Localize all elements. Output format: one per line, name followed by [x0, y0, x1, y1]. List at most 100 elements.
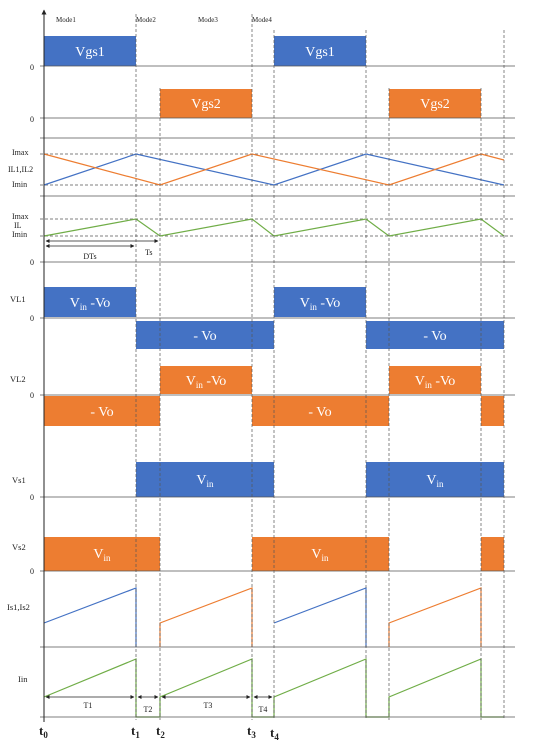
vl1-pos-1-sub: in: [80, 302, 88, 312]
ts-label: Ts: [145, 248, 152, 257]
svg-text:t2: t2: [156, 723, 165, 740]
vs1-name-label: Vs1: [12, 475, 26, 485]
dts-label: DTs: [83, 252, 96, 261]
vl2-panel: Vin -Vo Vin -Vo - Vo - Vo VL2 0: [10, 366, 515, 426]
vl1-negative-1: [136, 321, 274, 349]
is1-current-trace-2: [273, 587, 367, 647]
t3-main: t: [247, 723, 252, 738]
vl2-positive-2: [389, 366, 481, 394]
vgs2-panel: Vgs2 Vgs2 0: [30, 89, 515, 124]
vs2-zero-label: 0: [30, 567, 34, 576]
t4-label: T4: [259, 705, 268, 714]
vgs2-zero-label: 0: [30, 115, 34, 124]
vl2-pos-2-v: V: [415, 374, 425, 389]
svg-text:Vin -Vo: Vin -Vo: [300, 296, 341, 312]
il1-il2-imin-label: Imin: [12, 180, 27, 189]
vl1-pos-2-sub: in: [310, 302, 318, 312]
vl1-panel: Vin -Vo Vin -Vo - Vo - Vo VL1 0: [10, 287, 515, 349]
vs1-pulse-1-sub: in: [207, 479, 215, 489]
svg-text:Vin -Vo: Vin -Vo: [415, 374, 456, 390]
mode2-label: Mode2: [136, 16, 156, 24]
il-imin-label: Imin: [12, 230, 27, 239]
t4-sub: 4: [274, 732, 279, 740]
vl1-zero-label: 0: [30, 314, 34, 323]
t3-label: T3: [204, 701, 213, 710]
vl2-negative-1: [44, 396, 160, 426]
t3-sub: 3: [251, 730, 256, 740]
is2-current-trace-2: [388, 587, 482, 647]
svg-text:Vin: Vin: [93, 547, 111, 563]
svg-text:Vin -Vo: Vin -Vo: [186, 374, 227, 390]
t2-main: t: [156, 723, 161, 738]
vgs1-panel: Vgs1 Vgs1 0: [30, 36, 515, 72]
vl1-neg-1-label: - Vo: [193, 329, 216, 344]
is2-current-trace: [159, 587, 253, 647]
vs1-pulse-2-v: V: [426, 473, 436, 488]
vgs2-pulse-2-label: Vgs2: [420, 97, 450, 112]
vgs1-pulse-1-label: Vgs1: [75, 45, 105, 60]
mode1-label: Mode1: [56, 16, 76, 24]
il-panel: Imax IL Imin 0 DTs Ts: [12, 212, 515, 267]
t0-main: t: [39, 723, 44, 738]
vs2-pulse-1-sub: in: [104, 553, 112, 563]
vs2-pulse-2-sub: in: [322, 553, 330, 563]
il-zero-label: 0: [30, 258, 34, 267]
il1-il2-name-label: IL1,IL2: [8, 165, 33, 174]
t1-label: T1: [84, 701, 93, 710]
svg-text:t0: t0: [39, 723, 48, 740]
svg-text:t4: t4: [270, 725, 279, 740]
svg-text:Vin: Vin: [196, 473, 214, 489]
vl2-negative-3: [481, 396, 504, 426]
t2-sub: 2: [160, 730, 165, 740]
vl1-pos-1-tail: -Vo: [87, 296, 110, 311]
il-imax-label: Imax: [12, 212, 28, 221]
t1-sub: 1: [135, 730, 140, 740]
vl1-pos-2-v: V: [300, 296, 310, 311]
vl2-pos-1-tail: -Vo: [203, 374, 226, 389]
vs2-panel: Vin Vin Vs2 0: [12, 537, 515, 576]
vl2-neg-2-label: - Vo: [308, 405, 331, 420]
svg-text:t1: t1: [131, 723, 140, 740]
vgs1-pulse-1: [44, 36, 136, 66]
vl2-pos-2-sub: in: [425, 380, 433, 390]
il1-il2-imax-label: Imax: [12, 148, 28, 157]
vl2-name-label: VL2: [10, 374, 26, 384]
vs1-pulse-1: [136, 462, 274, 497]
is1-is2-panel: Is1,Is2: [7, 587, 515, 648]
vs2-name-label: Vs2: [12, 542, 26, 552]
vl2-pos-1-sub: in: [196, 380, 204, 390]
svg-text:Vin: Vin: [426, 473, 444, 489]
vgs2-pulse-2: [389, 89, 481, 118]
svg-text:Vin: Vin: [311, 547, 329, 563]
il1-il2-panel: Imax IL1,IL2 Imin: [8, 137, 515, 197]
vl1-positive-2: [274, 287, 366, 317]
il-name-label: IL: [14, 221, 22, 230]
vs2-pulse-3: [481, 537, 504, 571]
vgs1-zero-label: 0: [30, 63, 34, 72]
t1-main: t: [131, 723, 136, 738]
vl2-positive-1: [160, 366, 252, 394]
is1-is2-name-label: Is1,Is2: [7, 602, 30, 612]
vl2-pos-1-v: V: [186, 374, 196, 389]
vs2-pulse-1: [44, 537, 160, 571]
vl1-name-label: VL1: [10, 294, 26, 304]
t4-main: t: [270, 725, 275, 740]
vs1-panel: Vin Vin Vs1 0: [12, 462, 515, 502]
vs1-pulse-1-v: V: [196, 473, 206, 488]
vl1-pos-2-tail: -Vo: [317, 296, 340, 311]
mode3-label: Mode3: [198, 16, 218, 24]
svg-text:t3: t3: [247, 723, 256, 740]
vgs2-pulse-1-label: Vgs2: [191, 97, 221, 112]
t2-label: T2: [144, 705, 153, 714]
mode4-label: Mode4: [252, 16, 272, 24]
vl2-neg-1-label: - Vo: [90, 405, 113, 420]
iin-name-label: Iin: [18, 674, 28, 684]
vs2-pulse-2-v: V: [311, 547, 321, 562]
iin-panel: Iin T1 T2 T3 T4: [18, 658, 515, 718]
vgs2-pulse-1: [160, 89, 252, 118]
svg-text:Vin -Vo: Vin -Vo: [70, 296, 111, 312]
vl2-zero-label: 0: [30, 391, 34, 400]
vl1-pos-1-v: V: [70, 296, 80, 311]
vs2-pulse-1-v: V: [93, 547, 103, 562]
t0-sub: 0: [43, 730, 48, 740]
